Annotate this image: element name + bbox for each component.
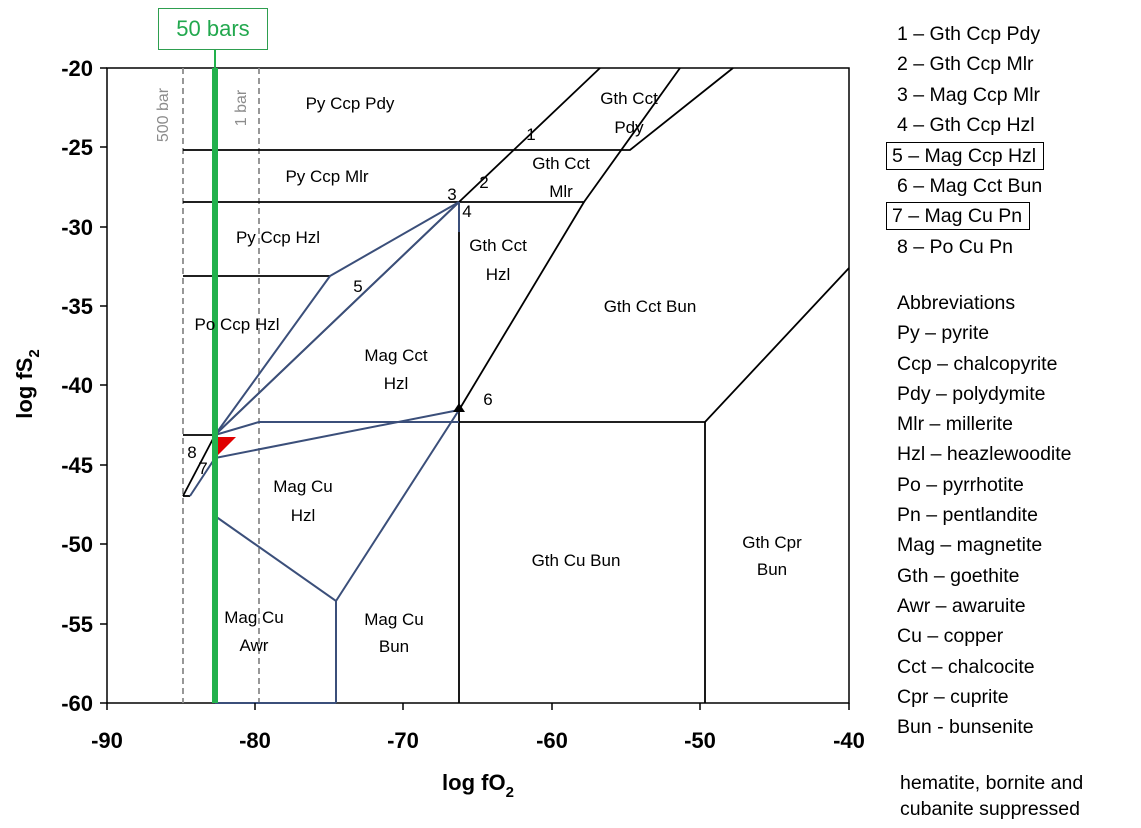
note-line: cubanite suppressed: [900, 798, 1080, 820]
field-mag-cct-hzl: Hzl: [384, 374, 409, 393]
legend-item-boxed: 5 – Mag Ccp Hzl: [886, 141, 1137, 171]
abbreviation-item: Mag – magnetite: [897, 534, 1043, 557]
point-label-1: 1: [526, 125, 535, 144]
field-gth-cct-mlr: Gth Cct: [532, 154, 590, 173]
y-tick-label: -20: [61, 56, 93, 81]
y-tick-label: -35: [61, 294, 93, 319]
abbreviation-item: Cu – copper: [897, 625, 1004, 648]
y-tick-label: -45: [61, 453, 93, 478]
field-gth-cpr-bun: Gth Cpr: [742, 533, 802, 552]
point-label-8: 8: [187, 443, 196, 462]
point-label-7: 7: [198, 459, 207, 478]
field-mag-cu-hzl: Hzl: [291, 506, 316, 525]
abbreviation-item: Hzl – heazlewoodite: [897, 443, 1072, 466]
legend-item-boxed: 7 – Mag Cu Pn: [886, 201, 1137, 231]
field-py-ccp-pdy: Py Ccp Pdy: [306, 94, 395, 113]
field-mag-cu-hzl: Mag Cu: [273, 477, 333, 496]
field-mag-cu-bun: Mag Cu: [364, 610, 424, 629]
point-label-2: 2: [479, 173, 488, 192]
abbreviations-list: Abbreviations Py – pyrite Ccp – chalcopy…: [897, 288, 1137, 742]
legend-item: 1 – Gth Ccp Pdy: [897, 23, 1041, 45]
abbreviation-item: Pdy – polydymite: [897, 382, 1046, 405]
abbreviation-item: Po – pyrrhotite: [897, 473, 1024, 496]
field-mag-cct-hzl: Mag Cct: [364, 346, 428, 365]
point-label-4: 4: [462, 202, 471, 221]
y-axis-title: log fS2: [12, 349, 43, 418]
legend-item: 2 – Gth Ccp Mlr: [897, 53, 1034, 76]
black-boundaries: [182, 67, 850, 703]
x-tick-label: -80: [239, 728, 271, 753]
ticks: [100, 67, 850, 710]
field-gth-cct-hzl: Hzl: [486, 265, 511, 284]
field-gth-cct-pdy: Gth Cct: [600, 89, 658, 108]
point-label-3: 3: [447, 185, 456, 204]
abbreviation-item: Bun - bunsenite: [897, 716, 1034, 739]
abbreviation-item: Awr – awaruite: [897, 594, 1026, 617]
abbreviation-item: Cpr – cuprite: [897, 685, 1009, 708]
field-gth-cct-hzl: Gth Cct: [469, 236, 527, 255]
invariant-point-legend: 1 – Gth Ccp Pdy 2 – Gth Ccp Mlr 3 – Mag …: [886, 19, 1137, 262]
plot-frame: [106, 67, 850, 704]
point-label-6: 6: [483, 390, 492, 409]
field-mag-cu-bun: Bun: [379, 637, 409, 656]
legend-item: 8 – Po Cu Pn: [897, 235, 1013, 258]
y-tick-label: -40: [61, 373, 93, 398]
field-gth-cu-bun: Gth Cu Bun: [532, 551, 621, 570]
y-tick-label: -60: [61, 691, 93, 716]
x-tick-label: -90: [91, 728, 123, 753]
point-label-5: 5: [353, 277, 362, 296]
abbreviation-item: Ccp – chalcopyrite: [897, 352, 1058, 375]
abbreviation-item: Py – pyrite: [897, 322, 990, 345]
abbreviation-item: Gth – goethite: [897, 564, 1020, 587]
y-tick-label: -25: [61, 135, 93, 160]
field-po-ccp-hzl: Po Ccp Hzl: [194, 315, 279, 334]
field-gth-cct-pdy: Pdy: [614, 118, 644, 137]
legend-item: 6 – Mag Cct Bun: [897, 174, 1043, 197]
x-tick-label: -50: [684, 728, 716, 753]
y-tick-label: -50: [61, 532, 93, 557]
field-py-ccp-mlr: Py Ccp Mlr: [285, 167, 368, 186]
x-tick-label: -60: [536, 728, 568, 753]
suppressed-phases-note: hematite, bornite and cubanite suppresse…: [900, 770, 1140, 822]
pressure-badge: 50 bars: [158, 8, 268, 50]
abbreviations-title: Abbreviations: [897, 292, 1016, 314]
note-line: hematite, bornite and: [900, 772, 1084, 794]
x-axis-title: log fO2: [442, 770, 514, 801]
y-tick-label: -30: [61, 215, 93, 240]
phase-diagram: -90 -80 -70 -60 -50 -40 -20 -25 -30 -35 …: [12, 50, 865, 801]
abbreviation-item: Mlr – millerite: [897, 413, 1013, 436]
y-tick-label: -55: [61, 612, 93, 637]
field-mag-cu-awr: Awr: [240, 636, 269, 655]
x-tick-label: -70: [387, 728, 419, 753]
legend-item: 4 – Gth Ccp Hzl: [897, 114, 1035, 137]
field-gth-cct-bun: Gth Cct Bun: [604, 297, 697, 316]
abbreviation-item: Pn – pentlandite: [897, 504, 1038, 527]
legend-item: 3 – Mag Ccp Mlr: [897, 83, 1041, 106]
field-mag-cu-awr: Mag Cu: [224, 608, 284, 627]
x-tick-label: -40: [833, 728, 865, 753]
abbreviation-item: Cct – chalcocite: [897, 655, 1035, 678]
blue-boundaries: [189, 201, 460, 704]
highlight-triangle: [215, 437, 236, 458]
field-gth-cpr-bun: Bun: [757, 560, 787, 579]
point-6-marker: [453, 403, 465, 412]
field-py-ccp-hzl: Py Ccp Hzl: [236, 228, 320, 247]
label-1-bar: 1 bar: [233, 89, 250, 126]
label-500-bar: 500 bar: [155, 87, 172, 142]
field-gth-cct-mlr: Mlr: [549, 182, 573, 201]
